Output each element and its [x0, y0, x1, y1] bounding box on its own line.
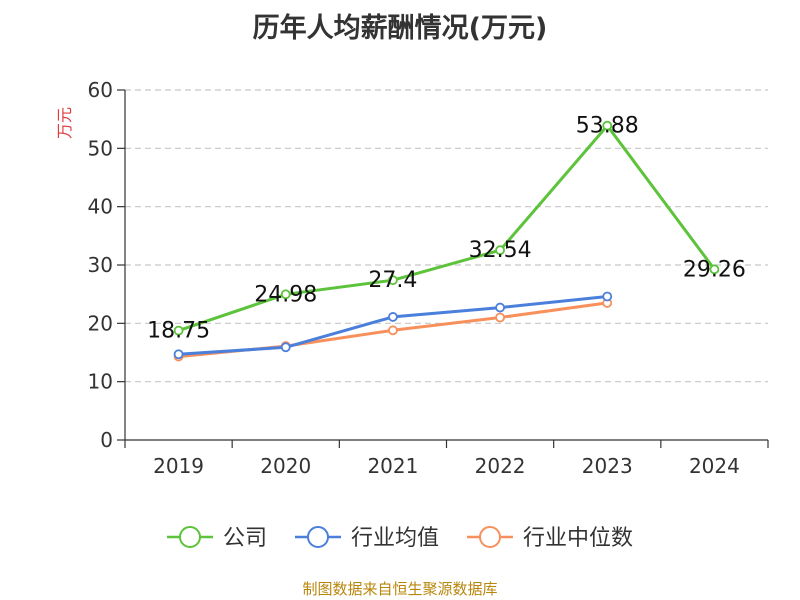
- series: [173, 120, 720, 362]
- y-tick-label: 40: [88, 195, 113, 219]
- data-point-0: [388, 275, 398, 286]
- data-point-0: [280, 289, 291, 300]
- source-note: 制图数据来自恒生聚源数据库: [302, 580, 498, 598]
- x-tick-label: 2022: [475, 454, 526, 478]
- legend-marker: [479, 526, 501, 548]
- series-line-1: [178, 295, 608, 356]
- legend-item: 行业中位数: [467, 526, 633, 551]
- y-axis-label: 万元: [55, 107, 74, 139]
- data-label: 18.75: [147, 319, 210, 344]
- data-label: 29.26: [683, 257, 746, 282]
- legend-marker: [307, 526, 329, 548]
- chart-title: 历年人均薪酬情况(万元): [252, 13, 548, 44]
- legend-label: 行业中位数: [523, 526, 633, 551]
- data-point-1: [602, 291, 613, 302]
- x-tick-label: 2021: [367, 454, 418, 478]
- data-point-1: [173, 349, 184, 360]
- data-point-0: [709, 264, 720, 275]
- y-tick-label: 60: [88, 78, 113, 102]
- x-tick-label: 2024: [689, 454, 740, 478]
- legend-marker: [179, 526, 201, 548]
- legend-label: 行业均值: [351, 526, 439, 551]
- x-tick-label: 2019: [153, 454, 204, 478]
- y-tick-label: 20: [88, 311, 113, 335]
- legend-item: 行业均值: [295, 526, 439, 551]
- data-point-0: [495, 245, 505, 256]
- data-point-2: [495, 312, 505, 323]
- data-label: 24.98: [254, 282, 317, 307]
- legend-label: 公司: [223, 526, 267, 551]
- data-label: 32.54: [469, 238, 532, 263]
- data-point-1: [495, 302, 505, 313]
- data-point-0: [602, 120, 613, 131]
- data-labels: 18.75 24.98 27.4 32.54 53.88 29.26: [147, 114, 746, 344]
- y-tick-label: 50: [88, 136, 113, 160]
- x-tick-label: 2023: [582, 454, 633, 478]
- data-label: 27.4: [368, 268, 417, 293]
- gridlines: [125, 89, 768, 383]
- data-point-1: [280, 342, 291, 353]
- y-tick-label: 30: [88, 253, 113, 277]
- data-point-1: [388, 312, 398, 322]
- legend: 公司 行业均值 行业中位数: [167, 526, 633, 551]
- legend-item: 公司: [167, 526, 267, 551]
- data-point-0: [173, 325, 184, 336]
- y-tick-label: 0: [100, 428, 113, 452]
- data-label: 53.88: [576, 114, 639, 139]
- x-tick-label: 2020: [260, 454, 311, 478]
- y-tick-label: 10: [88, 370, 113, 394]
- data-point-2: [388, 325, 398, 336]
- axes: 0 10 20 30 40 50 60 2019 2020 2021 2022 2023 2024: [88, 78, 769, 478]
- series-line-0: [178, 124, 716, 333]
